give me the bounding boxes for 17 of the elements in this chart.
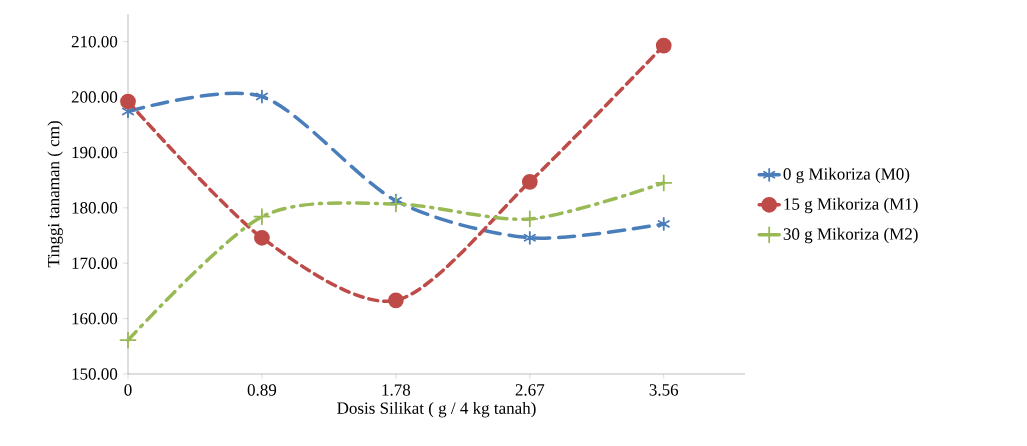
y-tick-label: 210.00 <box>71 35 118 48</box>
x-tick-label: 0 <box>124 384 132 396</box>
legend-label: 0 g Mikoriza (M0) <box>783 167 910 184</box>
x-tick-label: 3.56 <box>649 384 679 396</box>
y-tick-label: 160.00 <box>72 312 118 325</box>
x-axis-title: Dosis Silikat ( g / 4 kg tanah) <box>337 401 536 418</box>
legend-label: 30 g Mikoriza (M2) <box>783 227 918 244</box>
x-tick-label: 0.89 <box>247 384 277 396</box>
y-tick-label: 180.00 <box>72 202 118 214</box>
y-tick-label: 190.00 <box>72 146 118 159</box>
x-tick-label: 1.78 <box>382 384 411 396</box>
x-tick-label: 2.67 <box>515 384 545 396</box>
y-tick-label: 170.00 <box>72 257 118 269</box>
legend-label: 15 g Mikoriza (M1) <box>784 197 918 214</box>
y-tick-label: 200.00 <box>71 91 118 103</box>
y-tick-label: 150.00 <box>72 368 118 380</box>
y-axis-title: Tinggi tanaman ( cm) <box>47 121 63 268</box>
